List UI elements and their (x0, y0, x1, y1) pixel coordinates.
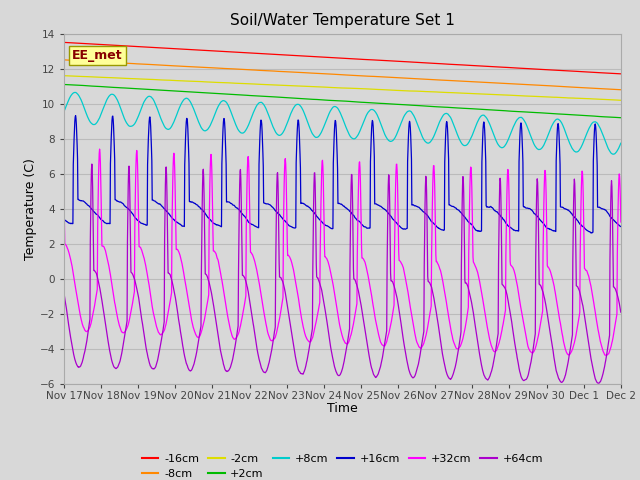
Line: +32cm: +32cm (64, 149, 621, 355)
+16cm (184, 135, 192, 141)
+64cm (429, 292, 437, 298)
+8cm (71, 90, 79, 96)
-2cm (246, 81, 254, 87)
+8cm (60, 108, 68, 114)
+2cm (429, 104, 436, 109)
+16cm (72, 113, 79, 119)
+8cm (610, 151, 618, 157)
+8cm (184, 96, 192, 102)
-16cm (617, 71, 625, 77)
+2cm (502, 108, 509, 114)
+32cm (429, 169, 437, 175)
+16cm (502, 220, 509, 226)
-8cm (429, 77, 436, 83)
+2cm (246, 93, 254, 98)
-8cm (60, 57, 68, 63)
+8cm (429, 135, 437, 141)
-16cm (502, 64, 509, 70)
+2cm (170, 88, 178, 94)
-2cm (616, 97, 624, 103)
+32cm (60, 192, 68, 198)
-8cm (170, 63, 178, 69)
+32cm (246, 250, 254, 255)
Title: Soil/Water Temperature Set 1: Soil/Water Temperature Set 1 (230, 13, 455, 28)
-2cm (551, 95, 559, 100)
+64cm (184, 365, 192, 371)
+32cm (617, 219, 625, 225)
+64cm (246, 304, 254, 310)
-2cm (502, 92, 509, 98)
-2cm (170, 78, 178, 84)
-8cm (246, 67, 254, 72)
Line: +64cm: +64cm (64, 164, 621, 384)
+64cm (617, 309, 625, 315)
+8cm (246, 117, 254, 123)
Line: -8cm: -8cm (64, 60, 621, 90)
-16cm (60, 39, 68, 45)
+8cm (502, 142, 509, 147)
+16cm (551, 228, 559, 234)
+32cm (502, 252, 509, 258)
-8cm (502, 81, 509, 86)
+32cm (602, 352, 609, 358)
+8cm (551, 118, 559, 123)
-2cm (184, 78, 191, 84)
-16cm (429, 60, 436, 66)
+64cm (595, 381, 603, 386)
Y-axis label: Temperature (C): Temperature (C) (24, 158, 37, 260)
+64cm (88, 161, 96, 167)
-2cm (60, 73, 68, 79)
Text: EE_met: EE_met (72, 49, 123, 62)
Line: +8cm: +8cm (64, 93, 621, 154)
+32cm (171, 165, 179, 171)
Line: +16cm: +16cm (64, 116, 621, 233)
+8cm (617, 140, 625, 146)
-2cm (429, 89, 436, 95)
-8cm (617, 87, 625, 93)
+64cm (551, 361, 559, 367)
+64cm (171, 291, 179, 297)
+16cm (171, 217, 179, 223)
-8cm (184, 64, 191, 70)
+16cm (60, 217, 68, 223)
X-axis label: Time: Time (327, 402, 358, 415)
+16cm (617, 224, 625, 229)
-8cm (551, 83, 559, 89)
+2cm (617, 115, 625, 120)
+16cm (588, 230, 596, 236)
Line: -2cm: -2cm (64, 76, 621, 100)
+2cm (184, 89, 191, 95)
+64cm (502, 288, 509, 293)
+8cm (171, 117, 179, 123)
-16cm (246, 50, 254, 56)
Legend: -16cm, -8cm, -2cm, +2cm, +8cm, +16cm, +32cm, +64cm: -16cm, -8cm, -2cm, +2cm, +8cm, +16cm, +3… (138, 449, 547, 480)
+16cm (246, 221, 254, 227)
+32cm (96, 146, 104, 152)
Line: -16cm: -16cm (64, 42, 621, 74)
-16cm (170, 46, 178, 51)
+64cm (60, 290, 68, 296)
+32cm (184, 297, 192, 302)
+2cm (551, 111, 559, 117)
-16cm (184, 47, 191, 52)
+32cm (551, 288, 559, 294)
Line: +2cm: +2cm (64, 84, 621, 118)
+16cm (429, 220, 437, 226)
+2cm (60, 82, 68, 87)
-2cm (617, 97, 625, 103)
-16cm (551, 67, 559, 73)
